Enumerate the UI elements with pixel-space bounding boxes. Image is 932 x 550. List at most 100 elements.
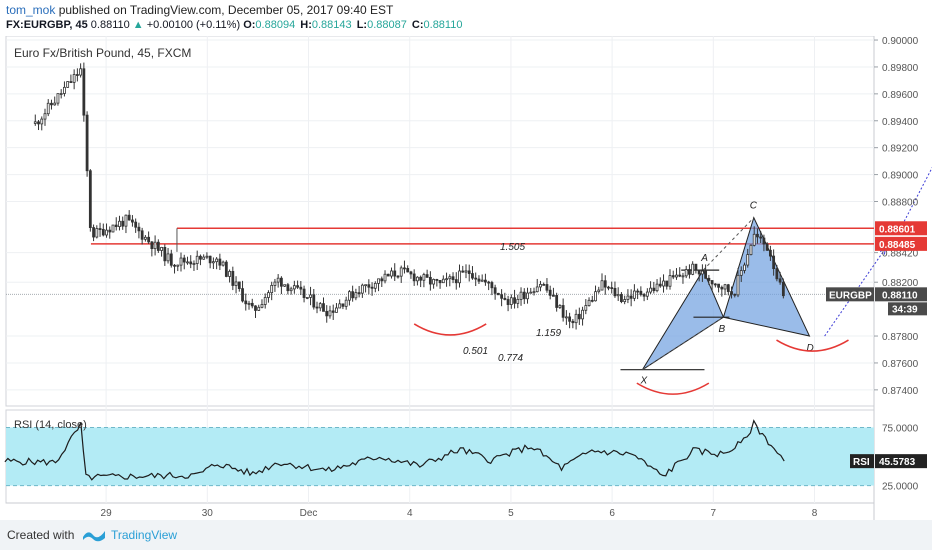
candle[interactable] [147, 231, 151, 244]
candle[interactable] [632, 284, 636, 302]
candle[interactable] [357, 285, 361, 298]
candle[interactable] [111, 224, 115, 233]
candle[interactable] [629, 289, 633, 307]
candle[interactable] [435, 278, 439, 287]
candle[interactable] [328, 305, 332, 319]
candle[interactable] [279, 276, 283, 295]
candle[interactable] [318, 301, 322, 312]
candle[interactable] [257, 304, 261, 312]
support-arc[interactable] [776, 339, 849, 352]
candle[interactable] [75, 68, 79, 82]
candle[interactable] [584, 299, 588, 315]
candle[interactable] [260, 299, 264, 309]
candle[interactable] [419, 275, 423, 288]
candle[interactable] [247, 300, 251, 310]
candle[interactable] [762, 234, 766, 252]
candle[interactable] [710, 280, 714, 291]
candle[interactable] [568, 312, 572, 329]
candle[interactable] [759, 231, 763, 244]
candle[interactable] [215, 257, 219, 270]
candle[interactable] [726, 283, 730, 296]
candle[interactable] [490, 280, 494, 296]
candle[interactable] [396, 275, 400, 279]
candle[interactable] [289, 286, 293, 295]
candle[interactable] [542, 282, 546, 286]
candle[interactable] [338, 299, 342, 309]
candle[interactable] [69, 74, 73, 84]
candle[interactable] [386, 273, 390, 277]
candle[interactable] [564, 310, 568, 325]
candle[interactable] [454, 272, 458, 290]
candle[interactable] [720, 285, 724, 297]
candle[interactable] [114, 217, 118, 231]
candle[interactable] [134, 218, 138, 233]
candle[interactable] [474, 272, 478, 287]
candle[interactable] [467, 264, 471, 282]
candle[interactable] [594, 285, 597, 302]
candle[interactable] [315, 301, 319, 314]
candle[interactable] [82, 62, 86, 122]
candle[interactable] [179, 252, 183, 272]
candle[interactable] [597, 286, 601, 294]
candle[interactable] [292, 280, 296, 294]
candle[interactable] [487, 280, 491, 291]
candle[interactable] [56, 93, 60, 106]
candle[interactable] [380, 276, 384, 287]
candle[interactable] [244, 293, 248, 311]
candle[interactable] [681, 272, 685, 284]
candle[interactable] [263, 293, 267, 309]
candle[interactable] [166, 248, 170, 264]
candle[interactable] [360, 283, 364, 298]
pattern-bcd-triangle[interactable] [722, 216, 811, 337]
candle[interactable] [645, 288, 649, 301]
candle[interactable] [649, 281, 652, 295]
candle[interactable] [59, 89, 63, 99]
candle[interactable] [610, 281, 614, 294]
candle[interactable] [267, 290, 270, 303]
support-arc[interactable] [636, 382, 710, 395]
candle[interactable] [506, 295, 510, 312]
candle[interactable] [756, 228, 759, 244]
candle[interactable] [176, 264, 180, 272]
candle[interactable] [85, 111, 89, 177]
candle[interactable] [603, 275, 607, 295]
rsi-line[interactable] [4, 419, 785, 481]
candle[interactable] [545, 278, 549, 293]
candle[interactable] [108, 226, 112, 239]
candle[interactable] [228, 269, 231, 283]
candle[interactable] [522, 288, 526, 305]
candle[interactable] [351, 285, 355, 302]
candle[interactable] [46, 99, 50, 117]
candle[interactable] [341, 303, 345, 310]
candle[interactable] [464, 264, 468, 279]
candle[interactable] [513, 289, 516, 309]
candle[interactable] [458, 264, 461, 288]
candle[interactable] [173, 264, 176, 274]
candle[interactable] [684, 265, 688, 279]
candle[interactable] [733, 293, 737, 298]
candle[interactable] [613, 281, 617, 298]
candle[interactable] [40, 116, 44, 131]
candle[interactable] [270, 281, 274, 301]
candle[interactable] [53, 96, 57, 106]
candle[interactable] [717, 283, 720, 293]
candle[interactable] [305, 297, 309, 300]
candle[interactable] [296, 280, 299, 289]
candle[interactable] [555, 292, 559, 312]
candle[interactable] [548, 285, 552, 300]
candle[interactable] [393, 263, 397, 281]
candle[interactable] [218, 253, 222, 270]
candle[interactable] [231, 266, 235, 291]
candle[interactable] [509, 294, 513, 309]
candle[interactable] [195, 250, 199, 271]
candle[interactable] [636, 288, 640, 300]
candle[interactable] [700, 264, 704, 282]
candle[interactable] [131, 215, 134, 227]
candle[interactable] [211, 257, 215, 269]
candle[interactable] [370, 282, 374, 296]
candle[interactable] [781, 278, 785, 299]
candle[interactable] [344, 296, 348, 310]
candle[interactable] [539, 280, 542, 292]
candle[interactable] [678, 267, 682, 278]
candle[interactable] [616, 287, 620, 301]
